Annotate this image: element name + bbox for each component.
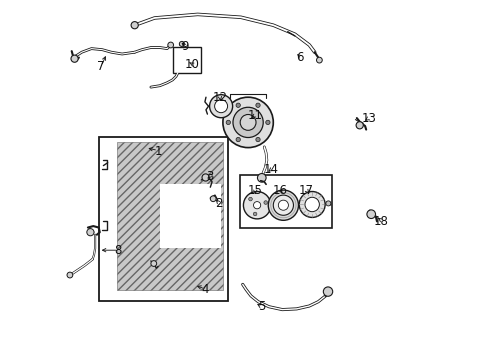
Text: 10: 10 (184, 58, 199, 71)
Circle shape (273, 195, 293, 215)
Circle shape (210, 196, 216, 202)
Circle shape (87, 229, 94, 236)
Circle shape (323, 287, 332, 296)
Text: 5: 5 (258, 300, 265, 313)
Circle shape (240, 114, 256, 130)
Bar (240, 175, 331, 228)
Text: 9: 9 (181, 40, 188, 53)
Polygon shape (117, 142, 223, 290)
Circle shape (243, 192, 270, 219)
Text: 2: 2 (215, 197, 223, 210)
Circle shape (305, 197, 319, 212)
Circle shape (299, 192, 325, 217)
Circle shape (255, 138, 260, 142)
Polygon shape (160, 184, 221, 248)
Text: 4: 4 (201, 283, 208, 296)
Circle shape (255, 103, 260, 107)
Circle shape (278, 200, 288, 210)
Text: 13: 13 (361, 112, 375, 125)
Circle shape (179, 41, 184, 46)
Circle shape (253, 212, 256, 216)
Text: 1: 1 (154, 145, 162, 158)
Circle shape (355, 122, 363, 129)
Text: 12: 12 (212, 91, 227, 104)
Text: 6: 6 (296, 51, 304, 64)
Circle shape (151, 261, 156, 266)
Circle shape (232, 107, 263, 138)
Text: 8: 8 (114, 244, 121, 257)
Text: 15: 15 (247, 184, 262, 197)
Circle shape (265, 120, 269, 125)
Circle shape (71, 55, 78, 62)
Polygon shape (99, 137, 228, 301)
Circle shape (316, 57, 322, 63)
Text: 18: 18 (373, 215, 388, 228)
Circle shape (209, 95, 232, 118)
Circle shape (257, 174, 265, 182)
Text: 3: 3 (206, 170, 214, 183)
Circle shape (253, 202, 260, 209)
Circle shape (325, 201, 330, 206)
Circle shape (268, 190, 298, 220)
Text: 7: 7 (97, 60, 104, 73)
Circle shape (223, 97, 273, 148)
Circle shape (214, 100, 227, 113)
Text: 14: 14 (264, 163, 279, 176)
Circle shape (202, 174, 209, 181)
Circle shape (167, 42, 173, 48)
Text: 16: 16 (272, 184, 287, 197)
Circle shape (248, 197, 252, 201)
Circle shape (236, 103, 240, 107)
Circle shape (131, 22, 138, 29)
Text: 11: 11 (247, 109, 262, 122)
Circle shape (67, 272, 73, 278)
Text: 17: 17 (298, 184, 313, 197)
Circle shape (366, 210, 375, 219)
Circle shape (264, 201, 267, 204)
Circle shape (225, 120, 230, 125)
Circle shape (236, 138, 240, 142)
Bar (173, 47, 201, 73)
